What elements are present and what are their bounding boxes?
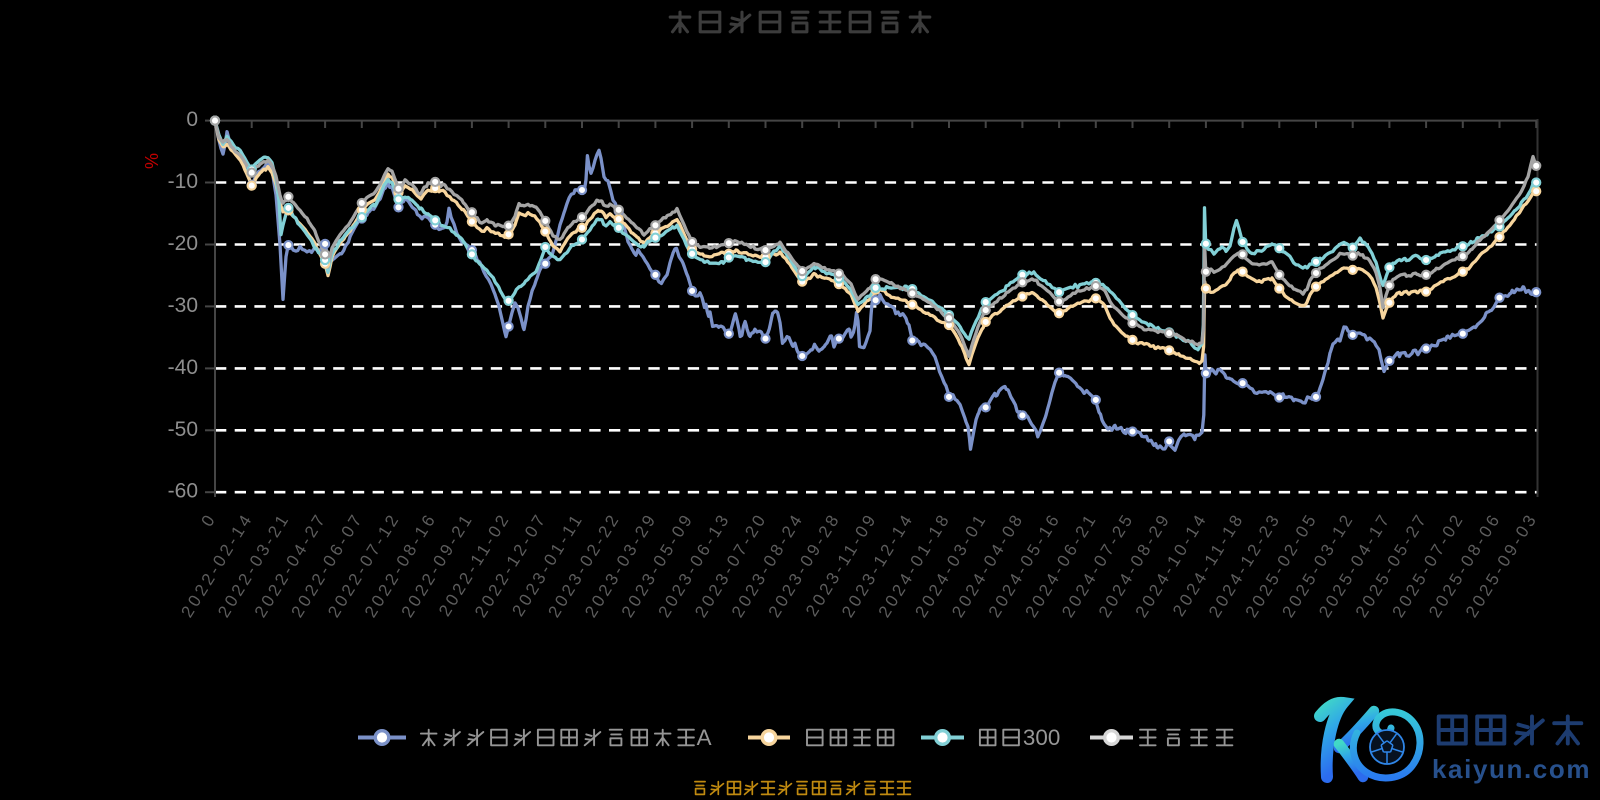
svg-text:A: A bbox=[697, 725, 712, 750]
svg-text:%: % bbox=[142, 153, 162, 169]
svg-text:kaiyun.com: kaiyun.com bbox=[1432, 754, 1591, 784]
svg-text:0: 0 bbox=[186, 108, 198, 131]
svg-text:-40: -40 bbox=[168, 356, 198, 379]
svg-text:-50: -50 bbox=[168, 418, 198, 441]
svg-text:0: 0 bbox=[1048, 725, 1060, 750]
svg-text:-60: -60 bbox=[168, 480, 198, 503]
svg-text:3: 3 bbox=[1023, 725, 1035, 750]
svg-text:0: 0 bbox=[1035, 725, 1047, 750]
svg-text:-30: -30 bbox=[168, 294, 198, 317]
svg-text:-20: -20 bbox=[168, 232, 198, 255]
svg-text:-10: -10 bbox=[168, 170, 198, 193]
